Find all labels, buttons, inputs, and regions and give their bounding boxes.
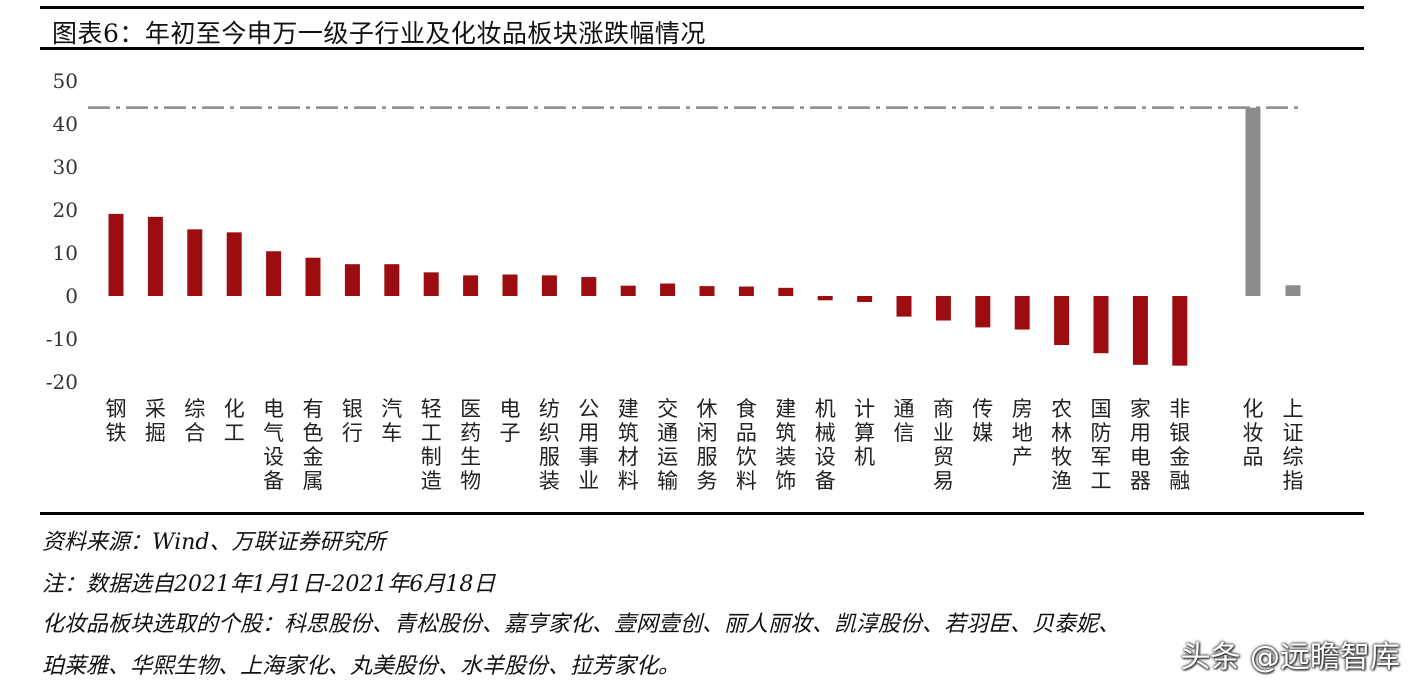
category-labels: 钢铁采掘综合化工电气设备有色金属银行汽车轻工制造医药生物电子纺织服装公用事业建筑… [106,397,1304,493]
bar [541,275,557,296]
source-note: 资料来源：Wind、万联证券研究所 [42,530,386,555]
x-category-label: 化工 [224,397,245,445]
x-category-label: 化妆品 [1243,397,1264,469]
bar [1285,285,1301,296]
x-category-label: 汽车 [381,397,402,445]
bar [857,296,873,303]
x-category-label: 通信 [894,397,915,445]
x-category-label: 轻工制造 [421,397,442,493]
x-category-label: 建筑材料 [618,397,639,493]
bars-group [108,107,1301,366]
bar [384,264,400,296]
x-category-label: 传媒 [972,397,993,445]
bar [305,257,321,296]
bar [699,286,715,296]
bar [935,296,951,321]
y-tick-label: 40 [53,112,78,136]
bar [738,286,754,296]
x-category-label: 建筑装饰 [775,397,796,493]
y-tick-label: 50 [53,69,78,93]
bar [1245,107,1261,296]
x-category-label: 休闲服务 [697,397,718,493]
bar [1054,296,1070,346]
bar [502,274,518,296]
bar [778,287,794,296]
bar [226,232,242,296]
bar [266,251,282,296]
x-category-label: 综合 [184,397,205,445]
x-category-label: 上证综指 [1283,397,1304,493]
bar [581,277,597,296]
bar [463,275,479,296]
bar [1172,296,1188,366]
x-category-label: 计算机 [854,397,875,469]
x-category-label: 钢铁 [106,397,127,445]
bar [1093,296,1109,354]
x-category-label: 商业贸易 [933,397,954,493]
bar [660,283,676,296]
x-category-label: 机械设备 [815,397,836,493]
x-category-label: 电子 [500,397,521,445]
bar [108,213,124,296]
x-category-label: 房地产 [1012,397,1033,469]
x-category-label: 非银金融 [1169,397,1190,493]
x-category-label: 有色金属 [303,397,324,493]
y-tick-label: 0 [65,284,78,308]
bottom-rule [40,512,1364,515]
x-category-label: 纺织服装 [539,397,560,493]
stocks-note-line-2: 珀莱雅、华熙生物、上海家化、丸美股份、水羊股份、拉芳家化。 [42,654,681,679]
chart-title: 图表6：年初至今申万一级子行业及化妆品板块涨跌幅情况 [52,19,706,48]
watermark: 头条 @远瞻智库 [1180,640,1400,675]
stocks-note-line-1: 化妆品板块选取的个股：科思股份、青松股份、嘉亨家化、壹网壹创、丽人丽妆、凯淳股份… [42,612,1121,637]
bar [896,296,912,317]
x-category-label: 银行 [342,397,363,445]
bar [423,272,439,296]
chart-title-bar: 图表6：年初至今申万一级子行业及化妆品板块涨跌幅情况 [40,6,1364,50]
x-category-label: 食品饮料 [736,397,757,493]
bar [147,216,163,296]
y-tick-label: -20 [46,370,78,394]
x-category-label: 电气设备 [263,397,284,493]
bar [620,285,636,296]
bar [817,296,833,301]
y-axis: 50 40 30 20 10 0 -10 -20 [46,69,78,394]
x-category-label: 公用事业 [578,397,599,493]
x-category-label: 家用电器 [1130,397,1151,493]
y-tick-label: -10 [46,327,78,351]
x-category-label: 医药生物 [460,397,481,493]
bar [1014,296,1030,330]
bar [344,264,360,296]
x-category-label: 采掘 [145,397,166,445]
y-tick-label: 10 [53,241,78,265]
bar [187,229,203,296]
bar [1132,296,1148,365]
y-tick-label: 30 [53,155,78,179]
x-category-label: 国防军工 [1091,397,1112,493]
bar-chart: 50 40 30 20 10 0 -10 -20 钢铁采掘综合化工电气设备有色金属银行汽车轻工… [46,69,1304,493]
date-range-note: 注：数据选自2021年1月1日-2021年6月18日 [42,572,496,597]
y-tick-label: 20 [53,198,78,222]
bar [975,296,991,328]
x-category-label: 交通运输 [657,397,678,493]
x-category-label: 农林牧渔 [1051,397,1072,493]
